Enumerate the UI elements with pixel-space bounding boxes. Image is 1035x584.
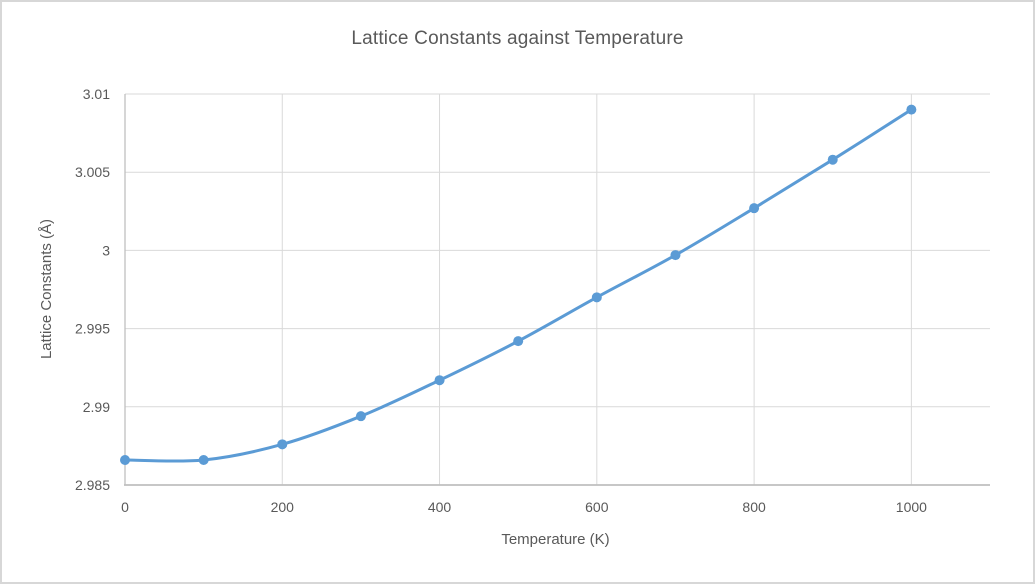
y-tick-label: 2.995 <box>75 321 110 337</box>
data-point-marker <box>277 439 288 450</box>
data-point-marker <box>670 250 681 261</box>
x-tick-label: 1000 <box>896 499 927 515</box>
x-axis-title: Temperature (K) <box>501 531 610 548</box>
data-point-marker <box>513 336 524 347</box>
data-point-marker <box>906 104 917 115</box>
data-point-marker <box>591 292 602 303</box>
x-tick-label: 400 <box>428 499 452 515</box>
x-tick-label: 800 <box>742 499 766 515</box>
data-point-marker <box>749 203 760 214</box>
x-tick-label: 600 <box>585 499 609 515</box>
y-tick-label: 3 <box>102 242 110 258</box>
data-point-marker <box>355 411 366 422</box>
y-tick-label: 2.985 <box>75 477 110 493</box>
y-tick-label: 3.01 <box>83 86 110 102</box>
data-point-marker <box>120 454 130 465</box>
data-point-marker <box>434 375 445 386</box>
y-tick-label: 2.99 <box>83 399 110 415</box>
series-line <box>123 108 913 463</box>
data-point-marker <box>827 154 838 165</box>
x-tick-label: 200 <box>271 499 295 515</box>
chart-title: Lattice Constants against Temperature <box>351 28 684 49</box>
y-tick-label: 3.005 <box>75 164 110 180</box>
x-tick-label: 0 <box>121 499 129 515</box>
data-point-marker <box>198 454 209 465</box>
